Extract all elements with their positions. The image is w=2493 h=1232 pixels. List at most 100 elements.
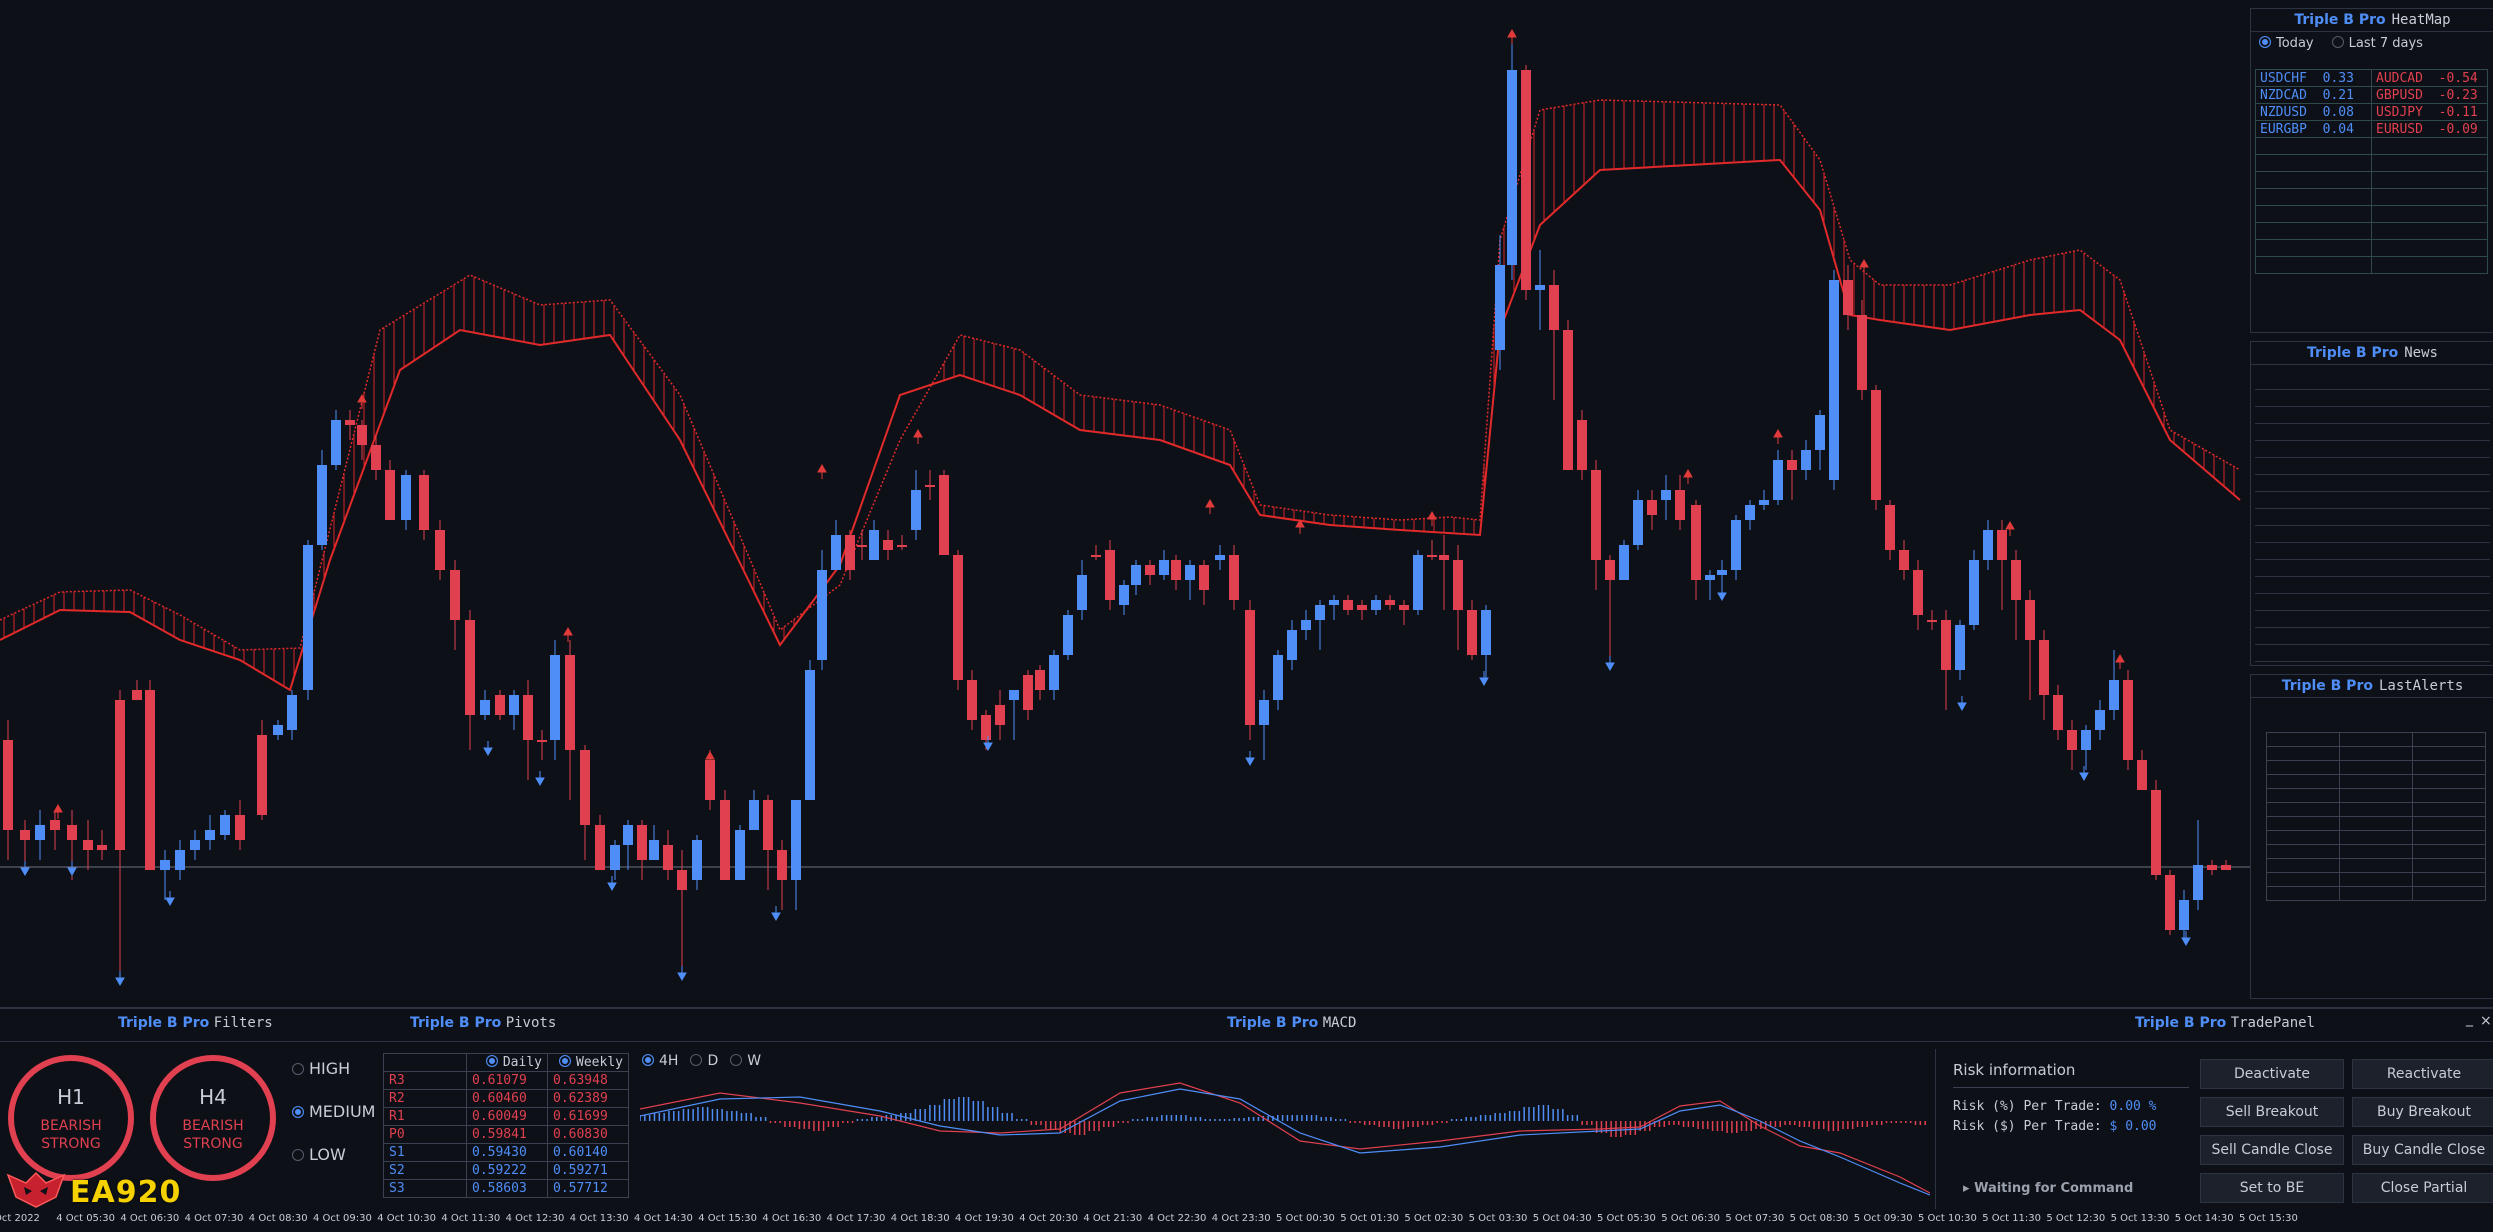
price-chart-canvas[interactable] [0,0,2250,1005]
price-chart[interactable] [0,0,2250,1005]
news-item[interactable] [2255,475,2490,492]
bull-candle [303,545,313,690]
bull-candle [1535,285,1545,290]
pivot-daily: 0.60460 [467,1090,548,1108]
news-item[interactable] [2255,441,2490,458]
bull-candle [1815,415,1825,450]
pivots-header-daily[interactable]: Daily [467,1054,548,1072]
pivot-label: R3 [384,1072,467,1090]
close-partial-button[interactable]: Close Partial [2352,1173,2493,1203]
lastalerts-title: Triple B Pro LastAlerts [2251,675,2493,698]
macd-tf-d[interactable]: D [690,1053,718,1069]
macd-tf-4h[interactable]: 4H [642,1053,678,1069]
news-item[interactable] [2255,543,2490,560]
news-list[interactable] [2251,365,2493,662]
up-arrow-icon [564,628,572,642]
alert-cell [2267,775,2340,789]
bull-candle [1119,585,1129,605]
set-to-be-button[interactable]: Set to BE [2200,1173,2344,1203]
news-item[interactable] [2255,526,2490,543]
news-item[interactable] [2255,611,2490,628]
bull-candle [1287,630,1297,660]
news-item[interactable] [2255,509,2490,526]
sell-breakout-button[interactable]: Sell Breakout [2200,1097,2344,1127]
bear-candle [115,700,125,850]
pivot-daily: 0.59430 [467,1144,548,1162]
down-arrow-icon [678,966,686,980]
bear-candle [883,540,893,550]
news-item[interactable] [2255,458,2490,475]
news-item[interactable] [2255,594,2490,611]
news-item[interactable] [2255,560,2490,577]
news-item[interactable] [2255,492,2490,509]
risk-usd-value: $ 0.00 [2110,1119,2157,1134]
filter-level-medium[interactable]: MEDIUM [292,1102,375,1121]
heatmap-positive-cell [2256,172,2372,189]
bear-candle [925,485,935,487]
macd-tf-w[interactable]: W [730,1053,761,1069]
pivot-row: R2 0.60460 0.62389 [384,1090,629,1108]
bear-candle [1521,70,1531,290]
bull-candle [1413,555,1423,610]
heatmap-row [2256,172,2488,189]
alert-cell [2413,859,2486,873]
sell-candle-close-button[interactable]: Sell Candle Close [2200,1135,2344,1165]
bull-candle [1077,575,1087,610]
bear-candle [435,530,445,570]
bear-candle [345,420,355,425]
heatmap-negative-cell [2372,223,2488,240]
filter-level-low[interactable]: LOW [292,1145,346,1164]
macd-main-line [640,1089,1930,1195]
news-item[interactable] [2255,645,2490,662]
heatmap-row [2256,138,2488,155]
heatmap-positive-cell: USDCHF 0.33 [2256,70,2372,87]
bull-candle [1507,70,1517,265]
heatmap-negative-cell [2372,189,2488,206]
pivots-header-weekly[interactable]: Weekly [548,1054,629,1072]
news-item[interactable] [2255,577,2490,594]
heatmap-negative-cell: EURUSD -0.09 [2372,121,2488,138]
bull-candle [2109,680,2119,710]
news-item[interactable] [2255,407,2490,424]
bear-candle [1171,560,1181,580]
bull-candle [1773,460,1783,500]
news-item[interactable] [2255,628,2490,645]
news-item[interactable] [2255,390,2490,407]
close-icon[interactable]: × [2480,1013,2492,1029]
bull-candle [1049,655,1059,690]
up-arrow-icon [914,430,922,444]
bear-candle [3,740,13,830]
reactivate-button[interactable]: Reactivate [2352,1059,2493,1089]
bear-candle [2011,560,2021,600]
buy-breakout-button[interactable]: Buy Breakout [2352,1097,2493,1127]
alert-row [2267,803,2486,817]
heatmap-option-last7[interactable]: Last 7 days [2332,36,2423,51]
alert-cell [2340,789,2413,803]
pivot-label: S1 [384,1144,467,1162]
bull-candle [190,840,200,850]
heatmap-option-today[interactable]: Today [2259,36,2314,51]
bear-candle [50,820,60,830]
bear-candle [1647,500,1657,515]
macd-signal-line [640,1083,1930,1193]
alert-cell [2340,845,2413,859]
up-arrow-icon [1860,260,1868,274]
deactivate-button[interactable]: Deactivate [2200,1059,2344,1089]
pivots-title: Triple B Pro Pivots [410,1015,556,1031]
alert-cell [2340,817,2413,831]
news-item[interactable] [2255,373,2490,390]
minimize-button[interactable]: _ [2466,1011,2473,1027]
up-arrow-icon [2116,655,2124,669]
buy-candle-close-button[interactable]: Buy Candle Close [2352,1135,2493,1165]
radio-on-icon [642,1054,654,1066]
bear-candle [1399,605,1409,610]
macd-chart[interactable] [640,1071,1930,1206]
news-item[interactable] [2255,424,2490,441]
bear-candle [1427,555,1437,557]
bear-candle [257,735,267,815]
pivot-daily: 0.59841 [467,1126,548,1144]
bull-candle [205,830,215,840]
radio-off-icon [730,1054,742,1066]
pivot-row: P0 0.59841 0.60830 [384,1126,629,1144]
filter-level-high[interactable]: HIGH [292,1059,350,1078]
